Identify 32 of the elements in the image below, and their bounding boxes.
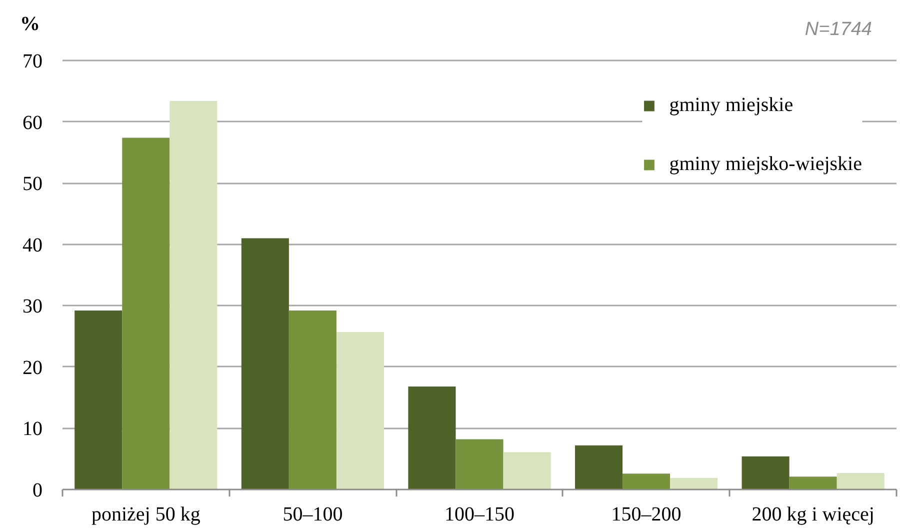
y-tick-label: 50 (22, 173, 42, 196)
bar (288, 310, 336, 490)
y-tick-label: 60 (22, 112, 42, 134)
x-tick-label: 50–100 (282, 504, 343, 526)
y-tick-label: 10 (22, 418, 42, 440)
y-tick-label: 40 (22, 234, 42, 256)
x-tick-label: poniżej 50 kg (91, 504, 200, 526)
x-tick-label: 150–200 (611, 504, 682, 526)
bar (456, 439, 504, 490)
bar (241, 238, 289, 490)
bar (503, 452, 551, 490)
bar (742, 456, 790, 490)
bar (789, 476, 837, 490)
x-tick-label: 100–150 (444, 504, 514, 526)
legend-label: gminy miejskie (669, 94, 794, 117)
bar (574, 445, 623, 490)
x-tick-label: 200 kg i więcej (752, 504, 874, 526)
bar (122, 138, 170, 490)
bar (622, 474, 670, 490)
y-tick-label: 20 (22, 356, 42, 379)
y-tick-label: 30 (22, 296, 42, 318)
bar (74, 310, 122, 490)
y-tick-label: 0 (32, 480, 42, 502)
bar (336, 332, 384, 490)
bar (836, 472, 884, 490)
y-tick-label: 70 (22, 50, 42, 72)
bar (170, 100, 218, 490)
bar (408, 386, 456, 490)
text: N=1744 (804, 18, 872, 42)
bar (670, 478, 718, 490)
y-axis-title: % (20, 12, 40, 37)
legend-label: gminy miejsko-wiejskie (669, 153, 862, 176)
